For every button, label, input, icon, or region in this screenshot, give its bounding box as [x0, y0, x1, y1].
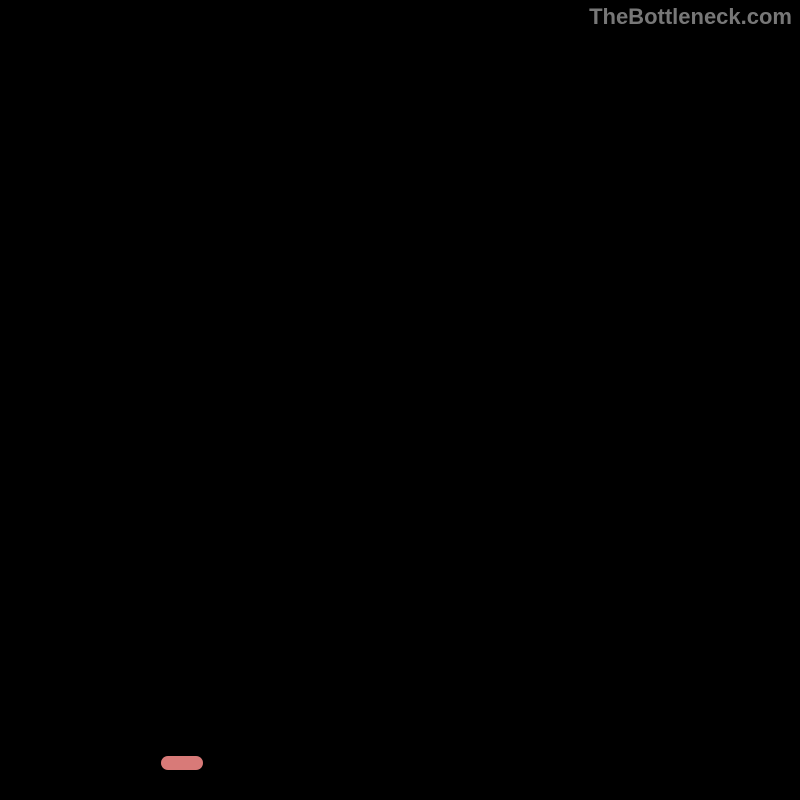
right-curve	[186, 54, 770, 762]
chart-container: TheBottleneck.com	[0, 0, 800, 800]
left-curve	[48, 30, 173, 762]
watermark-text: TheBottleneck.com	[589, 4, 792, 30]
notch-marker	[161, 756, 203, 770]
plot-area	[30, 30, 770, 770]
curves-layer	[30, 30, 770, 770]
